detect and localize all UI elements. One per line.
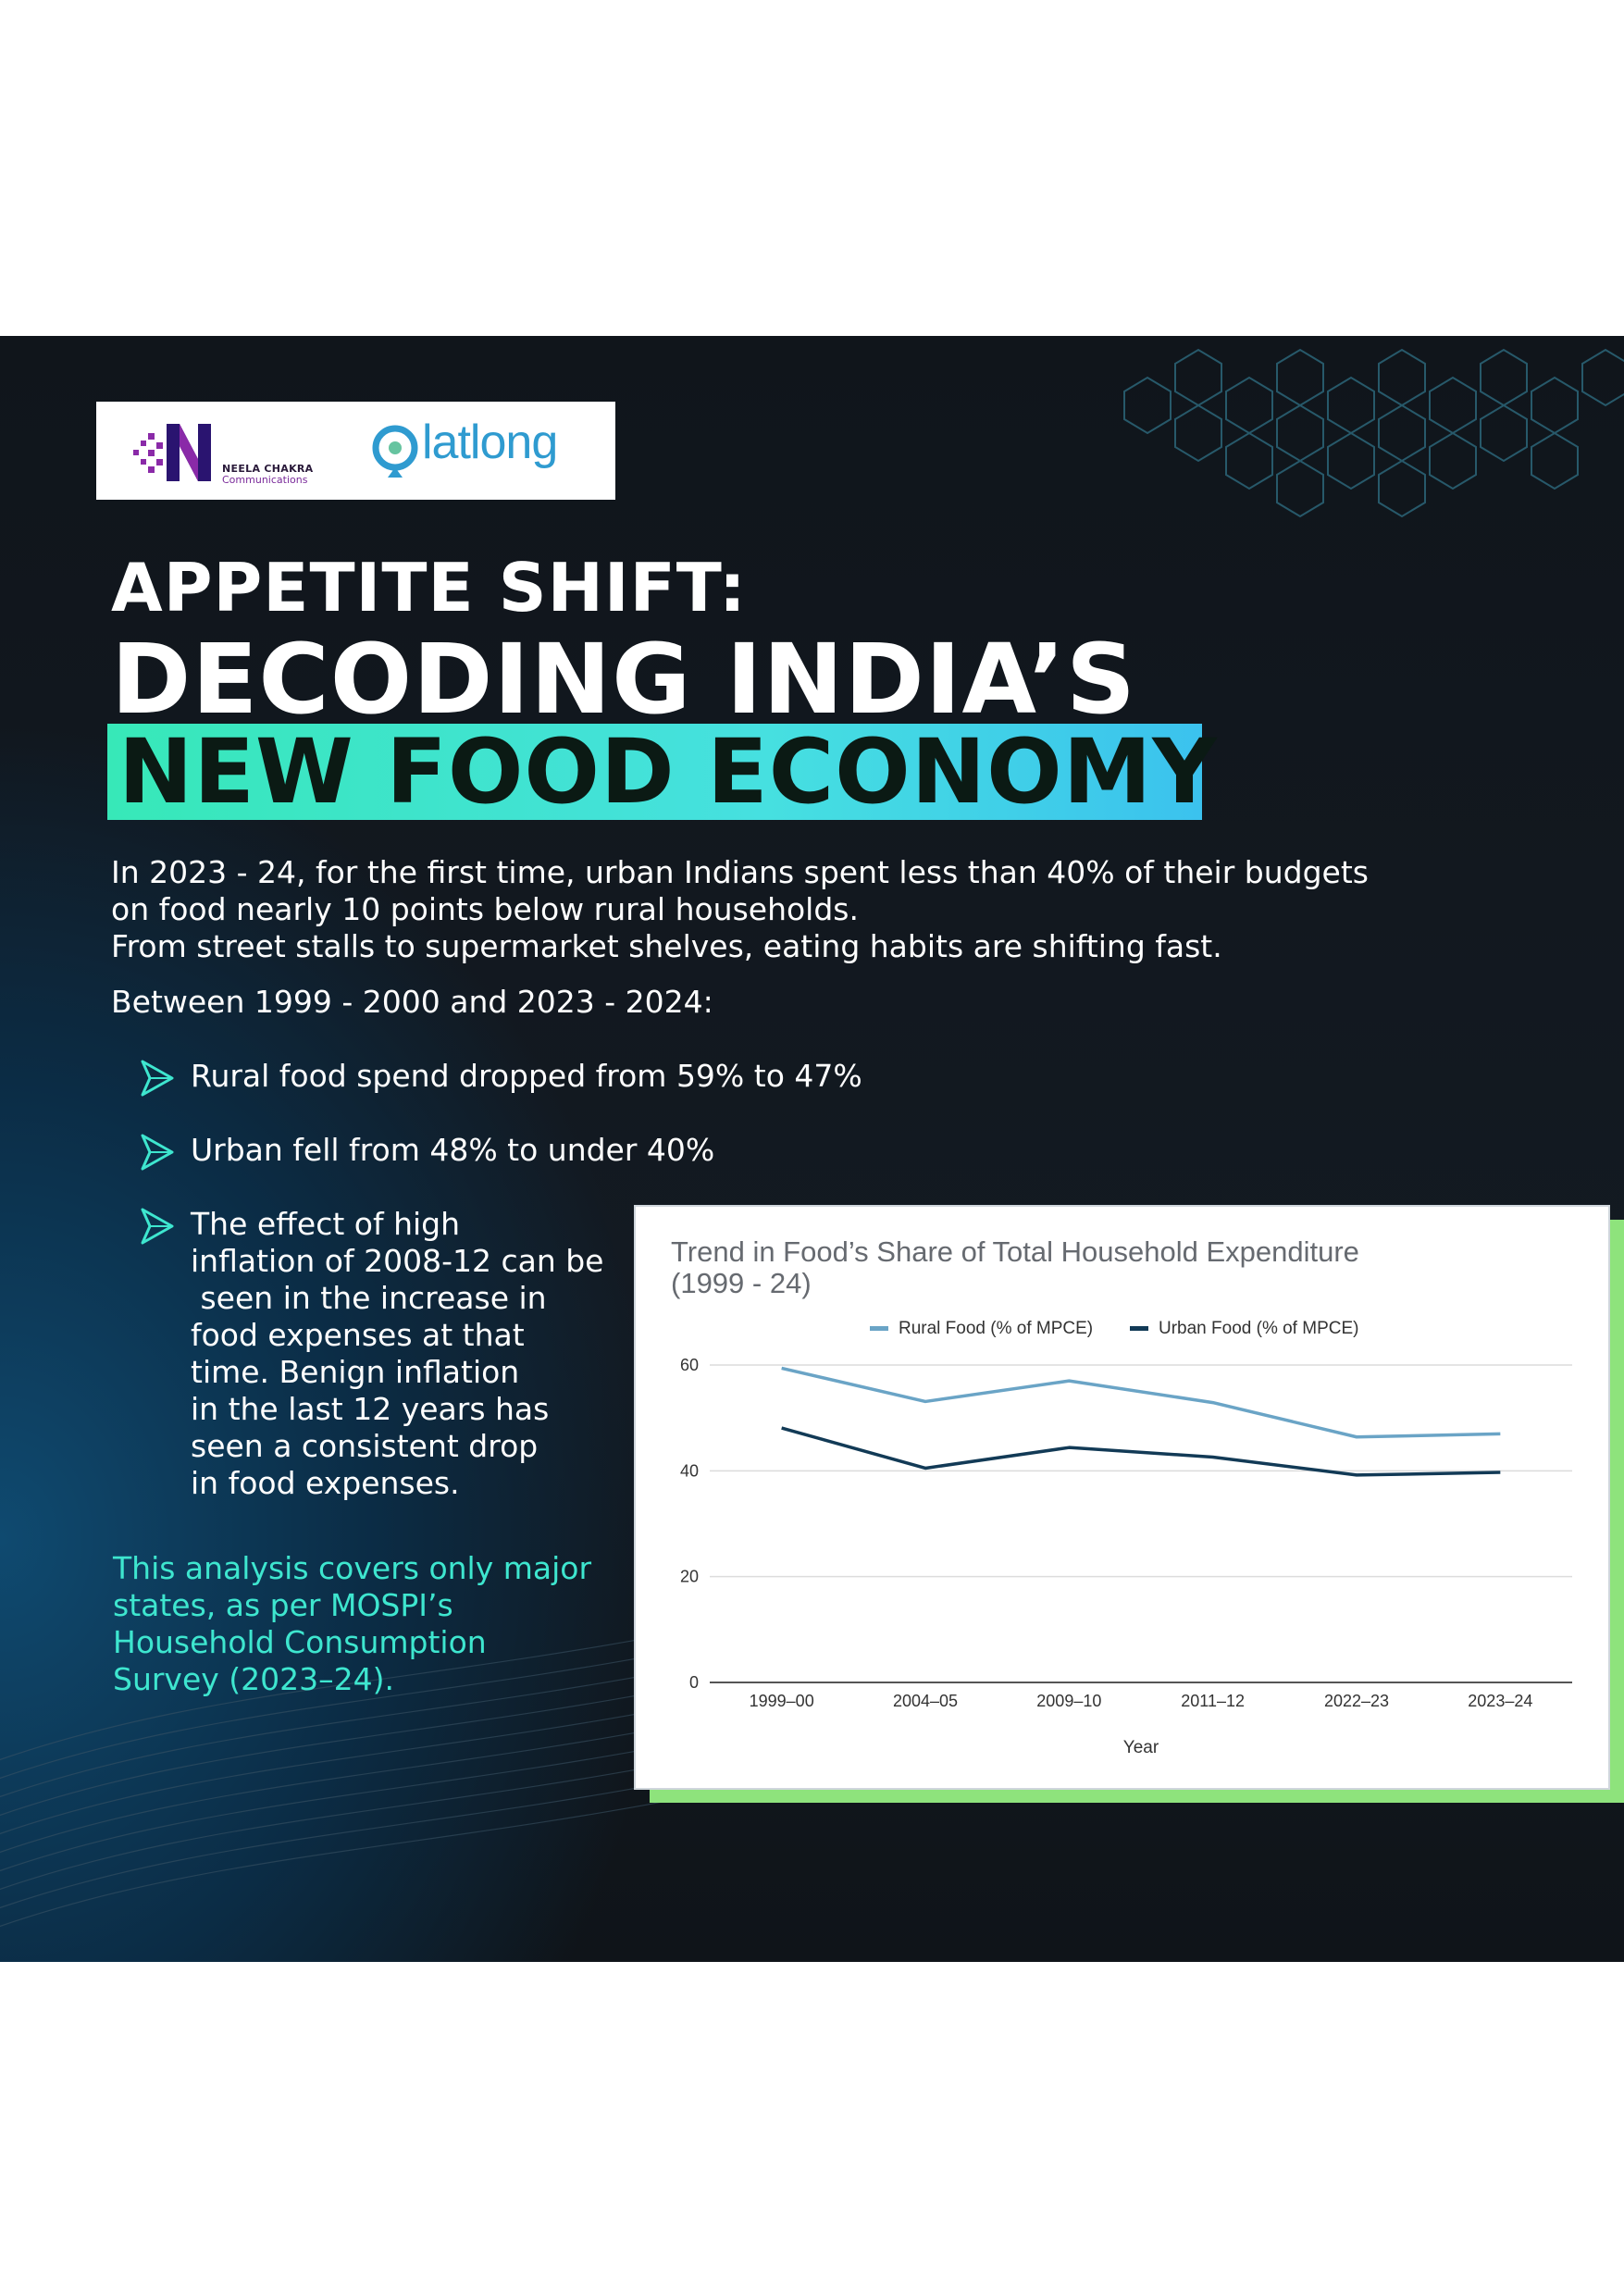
bullet-text-line: time. Benign inflation	[191, 1354, 520, 1390]
logo-strip: NEELA CHAKRA Communications latlong	[96, 402, 615, 500]
headline-line-2: DECODING INDIA’S	[111, 623, 1136, 736]
intro-line: From street stalls to supermarket shelve…	[111, 928, 1222, 964]
legend-label: Rural Food (% of MPCE)	[899, 1319, 1093, 1338]
x-tick-label: 2023–24	[1468, 1692, 1532, 1710]
neela-chakra-subtitle: Communications	[222, 474, 308, 486]
poster: NEELA CHAKRA Communications latlong APPE…	[0, 336, 1624, 1962]
y-tick-label: 60	[680, 1356, 699, 1374]
bullet-text-line: seen in the increase in	[191, 1280, 547, 1316]
location-pin-icon	[372, 425, 418, 478]
latlong-logo-text: latlong	[422, 416, 558, 469]
neela-chakra-name: NEELA CHAKRA	[222, 463, 314, 475]
arrow-bullet-icon	[141, 1134, 174, 1171]
line-chart: 0 20 40 60 1999–00 2004–05 2009–10 2011–12 2022–…	[680, 1319, 1572, 1757]
x-tick-label: 2011–12	[1181, 1692, 1245, 1710]
legend-swatch	[1130, 1326, 1148, 1331]
source-note: This analysis covers only major states, …	[113, 1550, 591, 1698]
between-heading: Between 1999 - 2000 and 2023 - 2024:	[111, 984, 713, 1020]
headline-highlight-band	[107, 724, 1202, 820]
x-tick-label: 1999–00	[750, 1692, 814, 1710]
bullet-text: Urban fell from 48% to under 40%	[191, 1132, 715, 1168]
x-tick-label: 2009–10	[1036, 1692, 1101, 1710]
x-axis-label: Year	[1123, 1738, 1159, 1757]
bullet-text-line: seen a consistent drop	[191, 1428, 539, 1464]
neela-chakra-logo-icon	[133, 424, 211, 481]
chart-title-line: Trend in Food’s Share of Total Household…	[671, 1235, 1359, 1268]
bullet-text-line: inflation of 2008-12 can be	[191, 1243, 604, 1279]
y-tick-label: 20	[680, 1568, 699, 1586]
y-tick-label: 40	[680, 1461, 699, 1480]
bullet-text-line: The effect of high	[191, 1206, 461, 1242]
note-line: states, as per MOSPI’s	[113, 1587, 453, 1623]
note-line: Survey (2023–24).	[113, 1661, 394, 1697]
arrow-bullet-icon	[141, 1060, 174, 1097]
x-tick-label: 2004–05	[893, 1692, 958, 1710]
intro-paragraph: In 2023 - 24, for the first time, urban …	[111, 854, 1425, 965]
bullet-text-line: in food expenses.	[191, 1465, 460, 1501]
bullet-text-line: in the last 12 years has	[191, 1391, 550, 1427]
hexagon-pattern-decoration	[1123, 348, 1624, 518]
legend-label: Urban Food (% of MPCE)	[1159, 1319, 1358, 1338]
note-line: Household Consumption	[113, 1624, 487, 1660]
series-line-urban	[781, 1426, 1501, 1477]
bullet-text: Rural food spend dropped from 59% to 47%	[191, 1058, 862, 1094]
intro-line: on food nearly 10 points below rural hou…	[111, 891, 859, 927]
note-line: This analysis covers only major	[113, 1550, 592, 1586]
series-line-rural	[781, 1366, 1501, 1439]
chart-title: Trend in Food’s Share of Total Household…	[671, 1236, 1359, 1299]
chart-card: Trend in Food’s Share of Total Household…	[634, 1205, 1610, 1790]
legend-swatch	[870, 1326, 888, 1331]
bullet-text-line: food expenses at that	[191, 1317, 525, 1353]
headline-line-3: NEW FOOD ECONOMY	[118, 720, 1218, 824]
chart-title-line: (1999 - 24)	[671, 1267, 812, 1299]
y-tick-label: 0	[689, 1673, 699, 1692]
arrow-bullet-icon	[141, 1208, 174, 1245]
x-tick-label: 2022–23	[1324, 1692, 1389, 1710]
headline-line-1: APPETITE SHIFT:	[111, 549, 747, 627]
intro-line: In 2023 - 24, for the first time, urban …	[111, 854, 1369, 890]
